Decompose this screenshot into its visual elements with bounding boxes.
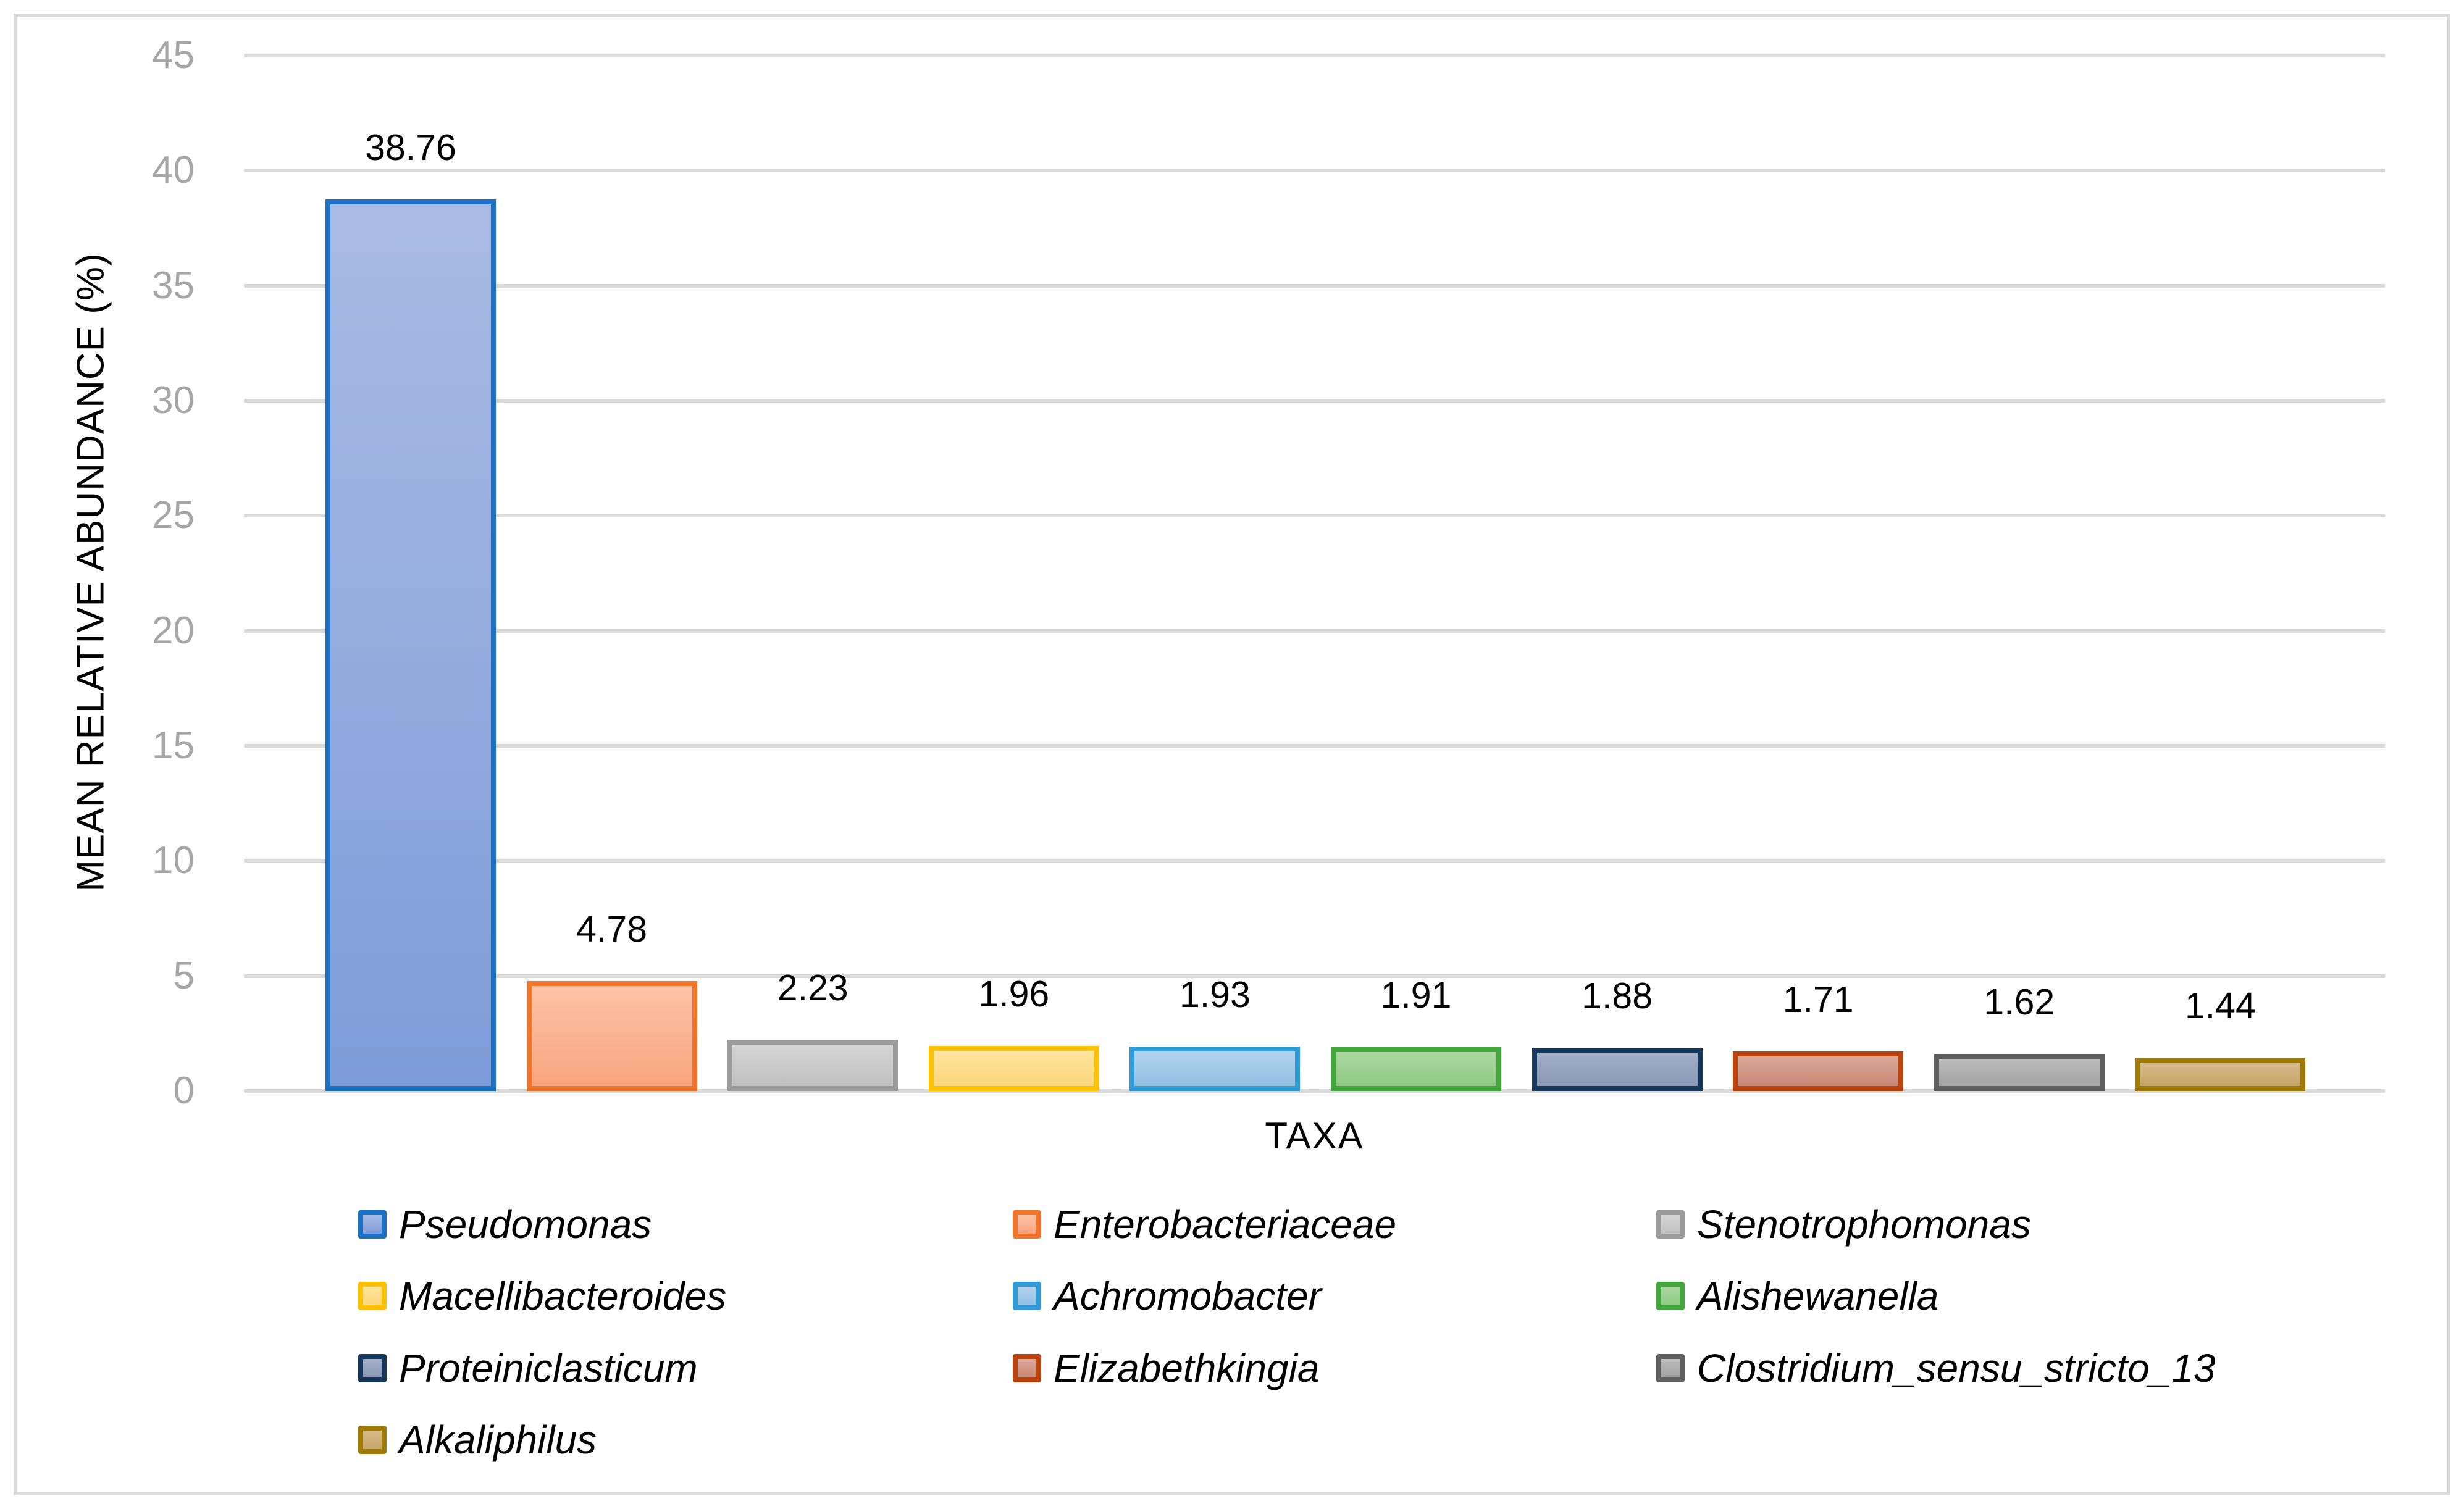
legend-label: Proteiniclasticum bbox=[399, 1345, 698, 1390]
bar-value-label-clostridium_sensu_stricto_13: 1.62 bbox=[1984, 981, 2055, 1022]
legend-marker-clostridium_sensu_stricto_13 bbox=[1656, 1353, 1685, 1382]
bar-value-label-alkaliphilus: 1.44 bbox=[2184, 985, 2256, 1027]
bar-proteiniclasticum bbox=[1532, 1047, 1703, 1091]
bar-value-label-proteiniclasticum: 1.88 bbox=[1582, 975, 1653, 1016]
legend-label: Clostridium_sensu_stricto_13 bbox=[1697, 1345, 2216, 1390]
legend-marker-enterobacteriaceae bbox=[1013, 1210, 1041, 1239]
y-tick-label-45: 45 bbox=[152, 34, 195, 77]
legend-marker-alkaliphilus bbox=[358, 1426, 387, 1455]
bar-stenotrophomonas bbox=[727, 1039, 899, 1091]
bar-pseudomonas bbox=[325, 199, 496, 1091]
bar-value-label-stenotrophomonas: 2.23 bbox=[777, 967, 849, 1008]
chart-figure: MEAN RELATIVE ABUNDANCE (%) 0 5 10 15 20 25 30… bbox=[14, 14, 2450, 1495]
y-tick-label-0: 0 bbox=[173, 1069, 195, 1112]
bar-value-label-achromobacter: 1.93 bbox=[1179, 974, 1251, 1016]
bar-value-label-pseudomonas: 38.76 bbox=[365, 127, 456, 168]
y-tick-label-10: 10 bbox=[152, 839, 195, 882]
bar-alkaliphilus bbox=[2135, 1058, 2306, 1091]
y-tick-label-40: 40 bbox=[152, 149, 195, 192]
gridline-40 bbox=[244, 169, 2385, 173]
legend-label: Macellibacteroides bbox=[399, 1274, 727, 1319]
bar-macellibacteroides bbox=[928, 1045, 1099, 1091]
legend-label: Achromobacter bbox=[1054, 1274, 1322, 1319]
legend: Pseudomonas Enterobacteriaceae Stenotropho… bbox=[17, 1200, 2454, 1496]
legend-label: Alishewanella bbox=[1697, 1274, 1939, 1319]
gridline-0 bbox=[244, 1089, 2385, 1093]
legend-marker-macellibacteroides bbox=[358, 1282, 387, 1311]
gridline-35 bbox=[244, 283, 2385, 288]
legend-marker-pseudomonas bbox=[358, 1210, 387, 1239]
legend-marker-elizabethkingia bbox=[1013, 1353, 1041, 1382]
bar-value-label-alishewanella: 1.91 bbox=[1380, 974, 1452, 1016]
legend-label: Elizabethkingia bbox=[1054, 1345, 1320, 1390]
legend-label: Enterobacteriaceae bbox=[1054, 1202, 1397, 1247]
bar-value-label-macellibacteroides: 1.96 bbox=[978, 973, 1050, 1014]
x-axis-title: TAXA bbox=[1265, 1115, 1364, 1156]
plot-area: 38.76 4.78 2.23 1.96 1.93 1.91 1.88 1.71 1.62 1.4… bbox=[244, 56, 2385, 1091]
gridline-15 bbox=[244, 744, 2385, 748]
bar-value-label-elizabethkingia: 1.71 bbox=[1782, 979, 1854, 1021]
bar-enterobacteriaceae bbox=[526, 980, 697, 1091]
legend-item-pseudomonas: Pseudomonas bbox=[358, 1200, 652, 1249]
legend-item-achromobacter: Achromobacter bbox=[1013, 1271, 1322, 1321]
legend-label: Pseudomonas bbox=[399, 1202, 652, 1247]
bar-value-label-enterobacteriaceae: 4.78 bbox=[576, 908, 648, 950]
legend-marker-proteiniclasticum bbox=[358, 1353, 387, 1382]
legend-item-clostridium_sensu_stricto_13: Clostridium_sensu_stricto_13 bbox=[1656, 1344, 2216, 1393]
bar-clostridium_sensu_stricto_13 bbox=[1934, 1053, 2105, 1091]
y-tick-label-30: 30 bbox=[152, 379, 195, 422]
y-tick-label-25: 25 bbox=[152, 494, 195, 537]
bar-alishewanella bbox=[1331, 1047, 1501, 1091]
legend-label: Stenotrophomonas bbox=[1697, 1202, 2031, 1247]
legend-item-enterobacteriaceae: Enterobacteriaceae bbox=[1013, 1200, 1396, 1249]
legend-item-alishewanella: Alishewanella bbox=[1656, 1271, 1938, 1321]
legend-item-proteiniclasticum: Proteiniclasticum bbox=[358, 1344, 698, 1393]
legend-marker-stenotrophomonas bbox=[1656, 1210, 1685, 1239]
gridline-45 bbox=[244, 54, 2385, 57]
gridline-30 bbox=[244, 399, 2385, 403]
bar-elizabethkingia bbox=[1733, 1051, 1904, 1091]
legend-item-macellibacteroides: Macellibacteroides bbox=[358, 1271, 726, 1321]
y-tick-label-5: 5 bbox=[173, 954, 195, 997]
legend-item-elizabethkingia: Elizabethkingia bbox=[1013, 1344, 1320, 1393]
y-axis-title: MEAN RELATIVE ABUNDANCE (%) bbox=[69, 253, 112, 892]
y-tick-label-15: 15 bbox=[152, 724, 195, 767]
legend-item-stenotrophomonas: Stenotrophomonas bbox=[1656, 1200, 2031, 1249]
gridline-10 bbox=[244, 859, 2385, 863]
y-tick-label-20: 20 bbox=[152, 609, 195, 652]
legend-marker-alishewanella bbox=[1656, 1282, 1685, 1311]
gridline-20 bbox=[244, 629, 2385, 633]
y-tick-label-35: 35 bbox=[152, 264, 195, 307]
legend-item-alkaliphilus: Alkaliphilus bbox=[358, 1415, 597, 1465]
legend-marker-achromobacter bbox=[1013, 1282, 1041, 1311]
bar-achromobacter bbox=[1129, 1047, 1301, 1091]
legend-label: Alkaliphilus bbox=[399, 1418, 597, 1463]
gridline-5 bbox=[244, 974, 2385, 978]
gridline-25 bbox=[244, 514, 2385, 518]
